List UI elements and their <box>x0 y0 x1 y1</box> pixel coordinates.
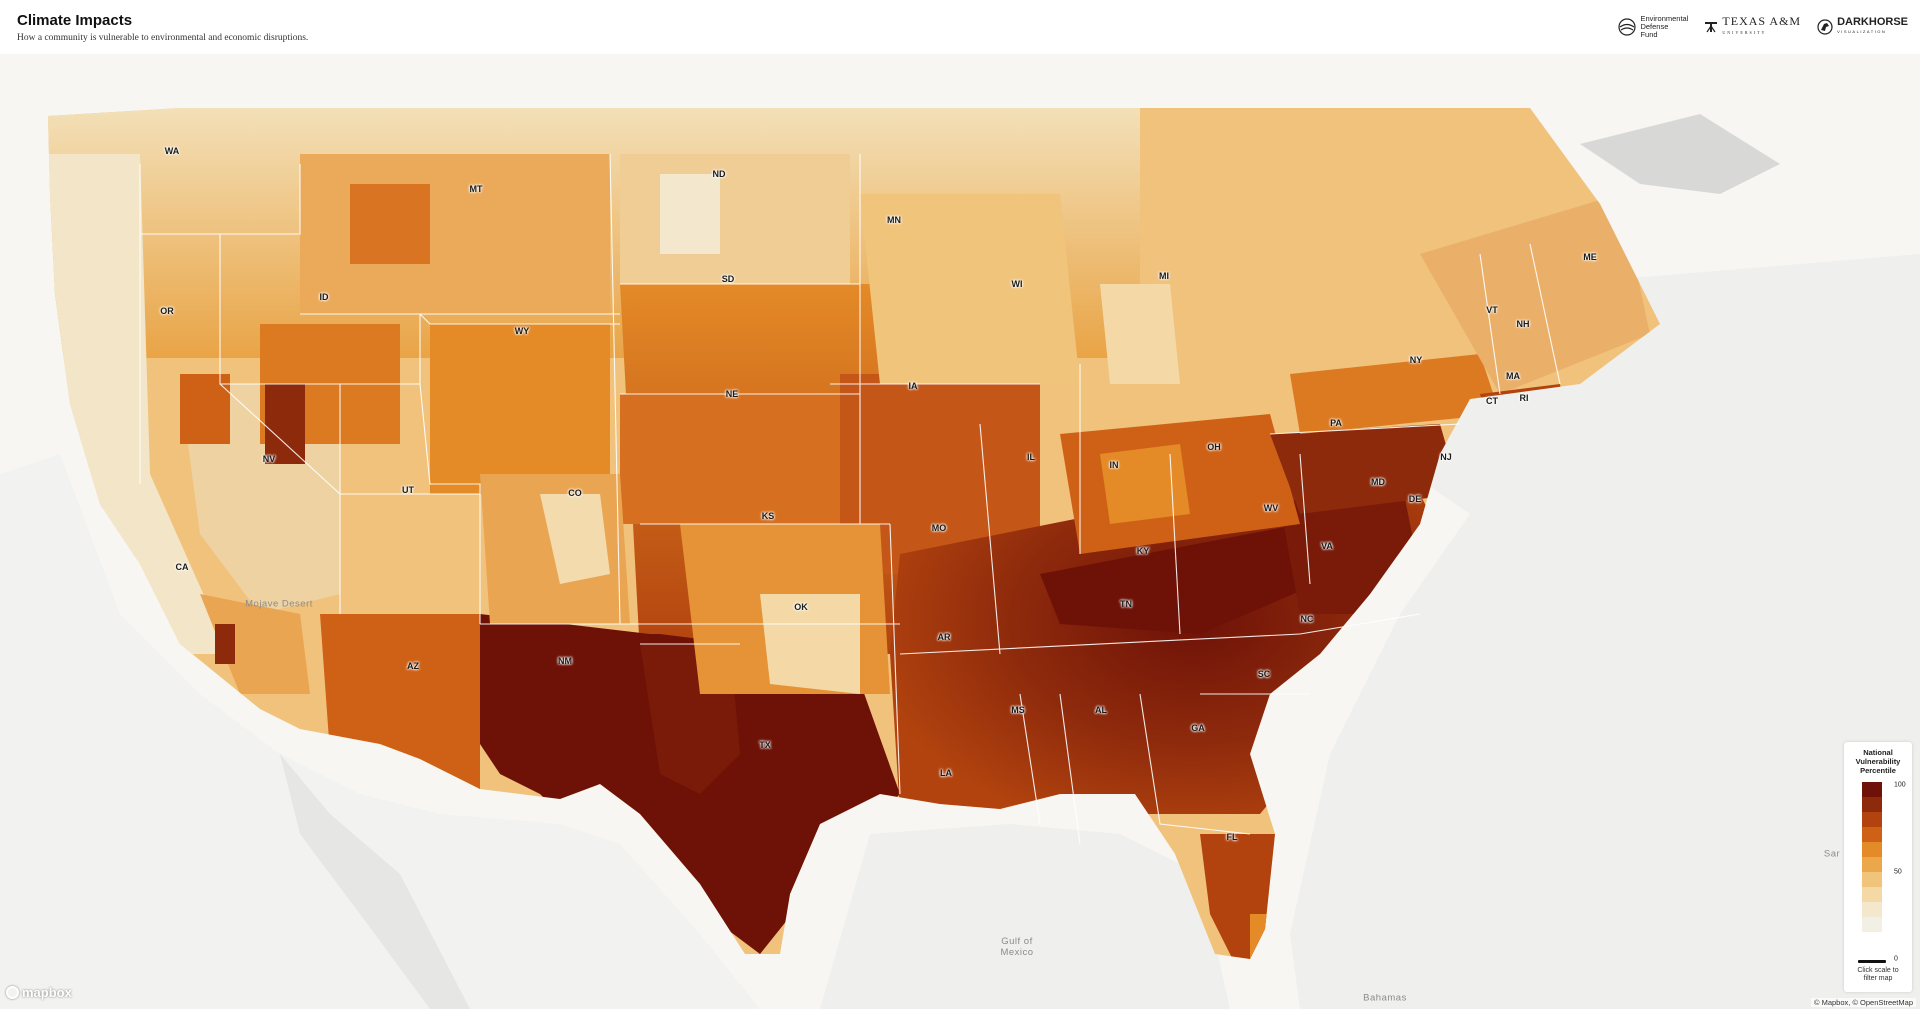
legend-color-scale[interactable] <box>1862 782 1882 932</box>
state-label-mo: MO <box>931 523 947 533</box>
mapbox-logo[interactable]: mapbox <box>6 985 72 1000</box>
state-label-ct: CT <box>1486 396 1498 406</box>
state-label-oh: OH <box>1207 442 1221 452</box>
state-label-fl: FL <box>1226 832 1238 842</box>
page-title: Climate Impacts <box>17 12 133 29</box>
partner-logos: Environmental Defense Fund TEXAS A&M UNI… <box>1618 14 1908 40</box>
state-label-mt: MT <box>469 184 483 194</box>
state-label-or: OR <box>160 306 174 316</box>
state-label-az: AZ <box>407 661 419 671</box>
state-label-ok: OK <box>794 602 808 612</box>
legend-tick-100: 100 <box>1894 781 1906 789</box>
legend-title: National Vulnerability Percentile <box>1855 748 1901 775</box>
pacific-ocean-south <box>0 454 760 1009</box>
vulnerability-legend[interactable]: National Vulnerability Percentile 100 50… <box>1844 742 1912 992</box>
choropleth-layer[interactable] <box>0 108 1920 1008</box>
mojave-desert-label: Mojave Desert <box>245 598 313 610</box>
darkhorse-logo-subtext: VISUALIZATION <box>1837 29 1887 34</box>
state-label-tx: TX <box>759 740 771 750</box>
state-label-nv: NV <box>262 454 276 464</box>
state-label-ia: IA <box>908 381 918 391</box>
state-label-vt: VT <box>1486 305 1498 315</box>
state-label-ma: MA <box>1506 371 1520 381</box>
state-label-mi: MI <box>1159 271 1169 281</box>
legend-note: Click scale to filter map <box>1857 967 1899 982</box>
state-label-tn: TN <box>1120 599 1132 609</box>
state-label-nh: NH <box>1516 319 1530 329</box>
state-label-me: ME <box>1583 252 1597 262</box>
state-label-de: DE <box>1408 494 1422 504</box>
state-label-ca: CA <box>175 562 189 572</box>
sargasso-label: Sar <box>1823 848 1841 860</box>
mapbox-logo-text: mapbox <box>22 985 72 1000</box>
state-label-sd: SD <box>721 274 735 284</box>
edf-logo-text: Environmental Defense Fund <box>1640 14 1689 39</box>
tamu-logo[interactable]: TEXAS A&M UNIVERSITY <box>1704 14 1802 38</box>
vulnerability-map[interactable]: WA MT ND MN OR ID SD WI MI ME WY VT NH N… <box>0 54 1920 1009</box>
horse-icon <box>1817 19 1833 35</box>
page-subtitle: How a community is vulnerable to environ… <box>17 33 309 43</box>
tamu-mark-icon <box>1705 22 1718 33</box>
legend-swatch[interactable] <box>1862 887 1882 902</box>
darkhorse-logo[interactable]: DARKHORSE VISUALIZATION <box>1817 17 1908 37</box>
legend-swatch[interactable] <box>1862 812 1882 827</box>
legend-swatch[interactable] <box>1862 797 1882 812</box>
header-bar: Climate Impacts How a community is vulne… <box>0 0 1920 54</box>
legend-swatch[interactable] <box>1862 917 1882 932</box>
legend-swatch[interactable] <box>1862 827 1882 842</box>
state-label-ny: NY <box>1409 355 1423 365</box>
legend-tick-50: 50 <box>1894 868 1902 876</box>
legend-swatch[interactable] <box>1862 872 1882 887</box>
state-label-va: VA <box>1321 541 1333 551</box>
tamu-logo-subtext: UNIVERSITY <box>1722 30 1767 35</box>
state-label-ga: GA <box>1191 723 1205 733</box>
map-attribution[interactable]: © Mapbox, © OpenStreetMap <box>1810 998 1916 1007</box>
canada-lake <box>1580 114 1780 194</box>
darkhorse-logo-text: DARKHORSE <box>1837 16 1908 28</box>
state-label-ar: AR <box>937 632 951 642</box>
mapbox-icon <box>6 986 19 999</box>
edf-globe-icon <box>1618 18 1637 36</box>
state-label-ks: KS <box>761 511 775 521</box>
state-label-in: IN <box>1109 460 1119 470</box>
state-label-pa: PA <box>1330 418 1342 428</box>
state-label-co: CO <box>568 488 582 498</box>
legend-swatch[interactable] <box>1862 842 1882 857</box>
state-label-mn: MN <box>887 215 901 225</box>
bahamas-label: Bahamas <box>1363 992 1407 1004</box>
state-label-wy: WY <box>514 326 530 336</box>
legend-swatch[interactable] <box>1862 857 1882 872</box>
state-label-nm: NM <box>558 656 572 666</box>
state-label-ky: KY <box>1136 546 1150 556</box>
map-canvas[interactable] <box>0 54 1920 1009</box>
state-label-md: MD <box>1371 477 1385 487</box>
state-label-la: LA <box>940 768 952 778</box>
state-label-il: IL <box>1027 452 1035 462</box>
state-label-wv: WV <box>1263 503 1279 513</box>
state-label-ne: NE <box>725 389 739 399</box>
gulf-of-mexico-label: Gulf of Mexico <box>1000 936 1034 958</box>
state-label-nj: NJ <box>1440 452 1452 462</box>
state-label-wa: WA <box>164 146 180 156</box>
state-label-nc: NC <box>1300 614 1314 624</box>
legend-filter-handle[interactable] <box>1858 960 1886 963</box>
state-label-id: ID <box>319 292 329 302</box>
state-label-sc: SC <box>1257 669 1271 679</box>
legend-tick-0: 0 <box>1894 955 1898 963</box>
state-label-ut: UT <box>402 485 414 495</box>
edf-logo[interactable]: Environmental Defense Fund <box>1618 15 1688 39</box>
state-label-al: AL <box>1095 705 1107 715</box>
baja-peninsula <box>280 754 470 1009</box>
legend-swatch[interactable] <box>1862 782 1882 797</box>
state-borders <box>139 153 1561 845</box>
gulf-of-mexico <box>820 824 1230 1009</box>
state-label-ms: MS <box>1011 705 1025 715</box>
state-label-wi: WI <box>1011 279 1023 289</box>
legend-swatch[interactable] <box>1862 902 1882 917</box>
tamu-logo-text: TEXAS A&M <box>1722 14 1802 28</box>
state-label-nd: ND <box>712 169 726 179</box>
state-label-ri: RI <box>1519 393 1529 403</box>
